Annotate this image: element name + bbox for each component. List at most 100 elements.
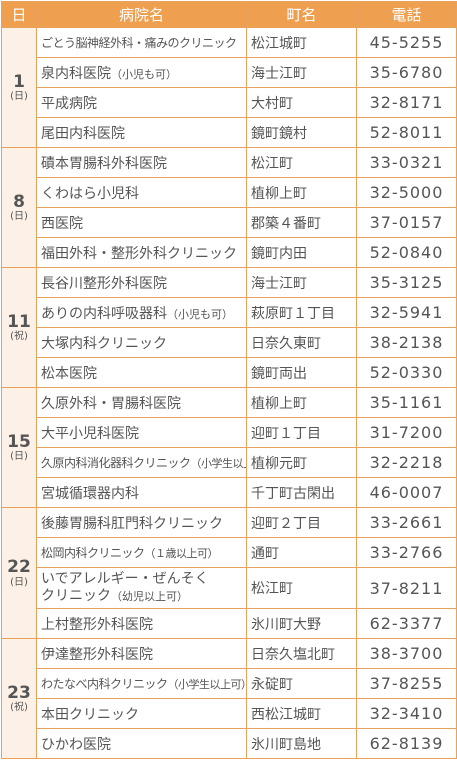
day-cell: 11 (祝) <box>1 267 37 388</box>
hospital-name: 本田クリニック <box>36 698 247 729</box>
hospital-name: 大塚内科クリニック <box>36 327 247 358</box>
name-text: 福田外科・整形外科クリニック <box>41 245 237 262</box>
row: いでアレルギー・ぜんそく クリニック（幼児以上可） 松江町 37-8211 <box>2 567 457 609</box>
phone: 32-3410 <box>356 698 457 729</box>
table-body: 1 (日) ごとう脳神経外科・痛みのクリニック 松江城町 45-5255 泉内科医院（小児… <box>1 27 457 759</box>
name-text: 西医院 <box>41 215 83 232</box>
row: 泉内科医院（小児も可） 海士江町 35-6780 <box>2 57 457 88</box>
row: 宮城循環器内科 千丁町古閑出 46-0007 <box>2 477 457 508</box>
day-of-week: (日) <box>10 576 28 588</box>
hospital-name: 上村整形外科医院 <box>36 608 247 639</box>
phone: 38-2138 <box>356 327 457 358</box>
name-text: ありの内科呼吸器科 <box>41 305 167 322</box>
phone: 52-0840 <box>356 237 457 268</box>
row: 15 (日) 久原外科・胃腸科医院 植柳上町 35-1161 <box>1 387 457 508</box>
phone: 32-5941 <box>356 297 457 328</box>
phone: 33-0321 <box>356 147 457 178</box>
hospital-name: 松岡内科クリニック（１歳以上可） <box>36 537 247 568</box>
header-cell: 病院名 <box>36 1 247 28</box>
phone: 37-8255 <box>356 668 457 699</box>
hospital-name: 松本医院 <box>36 357 247 388</box>
row: 11 (祝) 長谷川整形外科医院 海士江町 35-3125 <box>1 267 457 388</box>
day-cell: 22 (日) <box>1 507 37 639</box>
hospital-name: 久原内科消化器科クリニック（小学生以上可） <box>36 447 247 478</box>
phone: 31-7200 <box>356 417 457 448</box>
name-line: クリニック <box>41 588 111 604</box>
hospital-name: くわはら小児科 <box>36 177 247 208</box>
row: 福田外科・整形外科クリニック 鏡町内田 52-0840 <box>2 237 457 268</box>
name-note: （小児も可） <box>167 307 233 321</box>
hospital-name: 後藤胃腸科肛門科クリニック <box>36 507 247 538</box>
phone: 45-5255 <box>356 27 457 58</box>
day-number: 11 <box>7 311 31 332</box>
town: 西松江城町 <box>246 698 357 729</box>
phone: 37-8211 <box>356 567 457 609</box>
town: 植柳上町 <box>246 387 357 418</box>
name-note: （小児も可） <box>111 67 177 81</box>
row: 西医院 郡築４番町 37-0157 <box>2 207 457 238</box>
town: 郡築４番町 <box>246 207 357 238</box>
name-text: 泉内科医院 <box>41 65 111 82</box>
row: 23 (祝) 伊達整形外科医院 日奈久塩北町 38-3700 <box>1 638 457 759</box>
hospital-name: 宮城循環器内科 <box>36 477 247 508</box>
phone: 32-8171 <box>356 87 457 118</box>
day-cell: 23 (祝) <box>1 638 37 759</box>
row: 松本医院 鏡町両出 52-0330 <box>2 357 457 388</box>
name-text: 久原内科消化器科クリニック <box>41 456 191 470</box>
phone: 35-1161 <box>356 387 457 418</box>
row: 8 (日) 磧本胃腸科外科医院 松江町 33-0321 <box>1 147 457 268</box>
name-text: ごとう脳神経外科・痛みのクリニック <box>41 36 237 50</box>
day-number: 23 <box>7 682 31 703</box>
header-cell: 町名 <box>246 1 357 28</box>
hospital-name: 福田外科・整形外科クリニック <box>36 237 247 268</box>
hospital-name: 伊達整形外科医院 <box>36 638 247 669</box>
phone: 37-0157 <box>356 207 457 238</box>
phone: 32-5000 <box>356 177 457 208</box>
town: 萩原町１丁目 <box>246 297 357 328</box>
header-cell: 電話 <box>356 1 457 28</box>
name-text: くわはら小児科 <box>41 185 139 202</box>
name-text: 松本医院 <box>41 365 97 382</box>
town: 氷川町島地 <box>246 728 357 759</box>
town: 大村町 <box>246 87 357 118</box>
name-text: 磧本胃腸科外科医院 <box>41 155 167 172</box>
name-text: 宮城循環器内科 <box>41 485 139 502</box>
day-cell: 1 (日) <box>1 27 37 148</box>
town: 氷川町大野 <box>246 608 357 639</box>
header-row: 日 病院名 町名 電話 <box>1 1 457 28</box>
town: 日奈久東町 <box>246 327 357 358</box>
day-of-week: (日) <box>10 91 28 103</box>
town: 植柳上町 <box>246 177 357 208</box>
town: 鏡町内田 <box>246 237 357 268</box>
row: 松岡内科クリニック（１歳以上可） 通町 33-2766 <box>2 537 457 568</box>
name-text: 大平小児科医院 <box>41 425 139 442</box>
hospital-name: 平成病院 <box>36 87 247 118</box>
hospital-name: 尾田内科医院 <box>36 117 247 148</box>
day-number: 22 <box>7 557 31 578</box>
hospital-name: いでアレルギー・ぜんそく クリニック（幼児以上可） <box>36 567 247 609</box>
phone: 35-6780 <box>356 57 457 88</box>
row: ひかわ医院 氷川町島地 62-8139 <box>2 728 457 759</box>
row: ありの内科呼吸器科（小児も可） 萩原町１丁目 32-5941 <box>2 297 457 328</box>
day-number: 1 <box>13 71 25 92</box>
town: 植柳元町 <box>246 447 357 478</box>
name-text: 平成病院 <box>41 95 97 112</box>
row: 大平小児科医院 迎町１丁目 31-7200 <box>2 417 457 448</box>
day-number: 15 <box>7 431 31 452</box>
day-of-week: (祝) <box>10 702 28 714</box>
phone: 52-0330 <box>356 357 457 388</box>
hospital-name: 西医院 <box>36 207 247 238</box>
day-cell: 8 (日) <box>1 147 37 268</box>
row: 平成病院 大村町 32-8171 <box>2 87 457 118</box>
name-text: 後藤胃腸科肛門科クリニック <box>41 515 223 532</box>
phone: 62-8139 <box>356 728 457 759</box>
hospital-name: 大平小児科医院 <box>36 417 247 448</box>
name-text: 上村整形外科医院 <box>41 616 153 633</box>
name-text: 伊達整形外科医院 <box>41 646 153 663</box>
town: 鏡町鏡村 <box>246 117 357 148</box>
name-note: （小学生以上可） <box>167 678 247 691</box>
name-note: （１歳以上可） <box>144 547 219 560</box>
